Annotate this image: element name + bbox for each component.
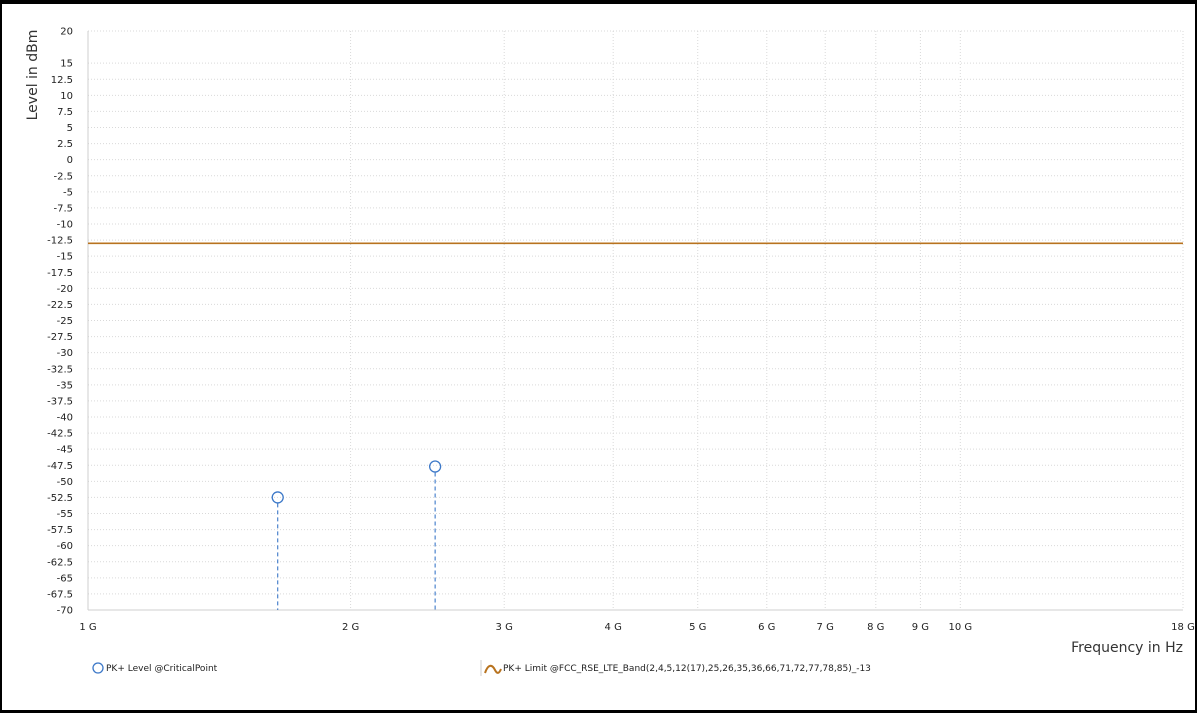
y-tick-label: -50 xyxy=(57,477,73,488)
y-tick-label: 20 xyxy=(60,27,73,38)
y-tick-label: -35 xyxy=(57,380,73,391)
y-tick-label: -62.5 xyxy=(47,557,73,568)
y-tick-label: -22.5 xyxy=(47,300,73,311)
y-tick-label: -30 xyxy=(57,348,73,359)
x-tick-label: 9 G xyxy=(912,622,929,633)
y-tick-label: -55 xyxy=(57,509,73,520)
y-tick-label: 5 xyxy=(67,123,73,134)
y-tick-label: 12.5 xyxy=(51,75,73,86)
x-tick-label: 5 G xyxy=(689,622,706,633)
y-tick-label: -52.5 xyxy=(47,493,73,504)
y-tick-label: -17.5 xyxy=(47,268,73,279)
y-tick-label: -70 xyxy=(57,606,73,617)
y-tick-label: 0 xyxy=(67,155,73,166)
legend-level-marker xyxy=(92,662,104,674)
x-axis-ticks: 1 G 2 G 3 G 4 G 5 G 6 G 7 G 8 G 9 G 10 G 18 G xyxy=(79,622,1194,633)
x-axis-title: Frequency in Hz xyxy=(1071,640,1183,656)
legend: PK+ Level @CriticalPoint PK+ Limit @FCC_… xyxy=(92,660,871,676)
y-tick-label: -57.5 xyxy=(47,525,73,536)
series-marks xyxy=(88,242,1183,610)
level-point xyxy=(271,491,284,504)
x-tick-label: 4 G xyxy=(605,622,622,633)
y-tick-label: -32.5 xyxy=(47,364,73,375)
x-tick-label: 18 G xyxy=(1171,622,1195,633)
y-tick-label: -40 xyxy=(57,413,73,424)
y-tick-label: -5 xyxy=(63,187,73,198)
x-tick-label: 7 G xyxy=(817,622,834,633)
y-tick-label: -45 xyxy=(57,445,73,456)
y-tick-label: -20 xyxy=(57,284,73,295)
y-axis-title: Level in dBm xyxy=(25,30,41,121)
legend-limit-wave-icon xyxy=(484,664,502,674)
y-tick-label: -37.5 xyxy=(47,396,73,407)
y-tick-label: -25 xyxy=(57,316,73,327)
y-tick-label: -10 xyxy=(57,220,73,231)
x-tick-label: 1 G xyxy=(79,622,96,633)
legend-limit-label: PK+ Limit @FCC_RSE_LTE_Band(2,4,5,12(17)… xyxy=(503,664,871,674)
y-tick-label: -12.5 xyxy=(47,236,73,247)
x-tick-label: 6 G xyxy=(758,622,775,633)
y-tick-label: 2.5 xyxy=(57,139,73,150)
y-tick-label: -67.5 xyxy=(47,589,73,600)
x-tick-label: 2 G xyxy=(342,622,359,633)
legend-level-label: PK+ Level @CriticalPoint xyxy=(106,664,218,674)
x-tick-label: 3 G xyxy=(496,622,513,633)
y-tick-label: 7.5 xyxy=(57,107,73,118)
y-tick-label: -15 xyxy=(57,252,73,263)
y-tick-label: -27.5 xyxy=(47,332,73,343)
y-tick-label: -7.5 xyxy=(53,203,73,214)
x-tick-label: 8 G xyxy=(867,622,884,633)
x-tick-label: 10 G xyxy=(948,622,972,633)
level-point xyxy=(428,460,442,473)
y-tick-label: -65 xyxy=(57,573,73,584)
grid-lines xyxy=(87,30,1184,611)
y-axis-ticks: 20 15 12.5 10 7.5 5 2.5 0 -2.5 -5 -7.5 -10 -12.5 -15 -… xyxy=(47,27,73,617)
y-tick-label: -47.5 xyxy=(47,461,73,472)
y-tick-label: 15 xyxy=(60,59,73,70)
y-tick-label: -42.5 xyxy=(47,429,73,440)
y-tick-label: -2.5 xyxy=(53,171,73,182)
y-tick-label: 10 xyxy=(60,91,73,102)
y-tick-label: -60 xyxy=(57,541,73,552)
